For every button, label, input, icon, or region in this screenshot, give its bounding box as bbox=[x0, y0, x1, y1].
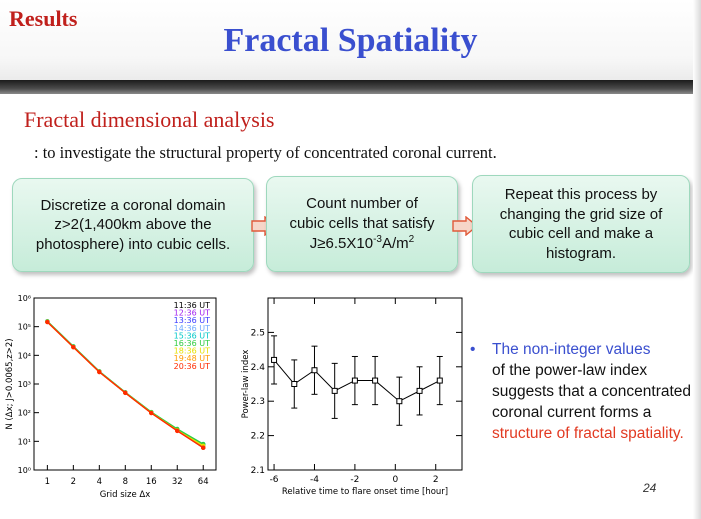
step-1-line-2: z>2(1,400km above the bbox=[54, 216, 212, 234]
legend-entry: 13:36 UT bbox=[174, 316, 210, 325]
data-point bbox=[291, 381, 298, 387]
x-tick-label: 4 bbox=[97, 477, 102, 487]
legend-entry: 15:36 UT bbox=[174, 331, 210, 340]
y-tick-label: 10⁰ bbox=[18, 466, 31, 475]
data-point bbox=[201, 445, 206, 450]
step-1-line-1: Discretize a coronal domain bbox=[40, 196, 226, 214]
y-tick-label: 2.4 bbox=[251, 363, 266, 373]
section-label: Results bbox=[9, 6, 78, 31]
step-box-1: Discretize a coronal domain z>2(1,400km … bbox=[12, 178, 254, 272]
legend-entry: 18:36 UT bbox=[174, 347, 210, 356]
bullet-dot-icon: • bbox=[470, 341, 476, 358]
legend-entry: 16:36 UT bbox=[174, 339, 210, 348]
bullet-text-2: of the power-law index bbox=[492, 362, 648, 379]
x-tick-label: -6 bbox=[270, 475, 279, 485]
y-tick-label: 10² bbox=[18, 409, 31, 418]
x-tick-label: -2 bbox=[350, 475, 359, 485]
step-3-line-2: changing the grid size of bbox=[499, 205, 663, 223]
step-3-line-4: histogram. bbox=[545, 244, 616, 262]
data-point bbox=[396, 398, 403, 405]
y-tick-label: 2.1 bbox=[251, 466, 265, 476]
data-point bbox=[372, 377, 379, 384]
data-point bbox=[351, 377, 358, 384]
y-tick-label: 10⁵ bbox=[18, 323, 31, 332]
x-tick-label: 0 bbox=[392, 475, 398, 485]
data-point bbox=[175, 428, 180, 434]
y-axis-label: N (Δx; J>0.0065,z>2) bbox=[5, 338, 15, 429]
step-3-line-3: cubic cell and make a bbox=[508, 225, 654, 242]
plot-frame bbox=[267, 297, 463, 471]
y-tick-label: 2.2 bbox=[251, 432, 265, 442]
y-tick-label: 10⁴ bbox=[18, 351, 31, 360]
power-law-index-time-chart: -6 -4 -2 0 2 2.1 2.2 2.3 2.4 2.5 Relative time to … bbox=[241, 297, 463, 497]
x-tick-label: 32 bbox=[172, 477, 183, 487]
x-tick-label: 8 bbox=[123, 477, 128, 487]
y-tick-label: 10¹ bbox=[18, 437, 31, 446]
page-number: 24 bbox=[643, 481, 657, 495]
data-point bbox=[311, 367, 318, 374]
data-point bbox=[416, 387, 423, 394]
x-tick-label: 2 bbox=[71, 477, 76, 487]
data-point bbox=[45, 319, 50, 325]
legend-entry: 11:36 UT bbox=[174, 301, 210, 310]
data-point bbox=[436, 377, 443, 384]
header-divider bbox=[0, 80, 701, 94]
data-point bbox=[271, 356, 278, 363]
step-2-formula: J≥6.5X10-3A/m2 bbox=[309, 234, 415, 253]
description: : to investigate the structural property… bbox=[34, 143, 497, 162]
slide-header: Results Fractal Spatiality bbox=[0, 0, 701, 84]
data-point bbox=[149, 410, 154, 416]
x-tick-label: 2 bbox=[433, 475, 439, 485]
step-box-3: Repeat this process by changing the grid… bbox=[472, 175, 690, 273]
x-axis-label: Grid size Δx bbox=[100, 490, 151, 500]
x-tick-label: -4 bbox=[310, 475, 319, 485]
legend-entry: 19:48 UT bbox=[174, 354, 210, 363]
step-box-2: Count number of cubic cells that satisfy… bbox=[266, 176, 458, 272]
bullet-conclusion: structure of fractal spatiality. bbox=[492, 425, 684, 442]
slide-title: Fractal Spatiality bbox=[223, 22, 478, 59]
x-tick-label: 16 bbox=[146, 477, 157, 487]
step-3-line-1: Repeat this process by bbox=[504, 186, 658, 203]
legend-entry: 12:36 UT bbox=[174, 309, 210, 318]
y-tick-label: 2.3 bbox=[251, 397, 265, 407]
power-law-histogram-chart: 1 2 4 8 16 32 64 10⁰ 10¹ 10² 10³ 10⁴ 10⁵ 10⁶ Grid size… bbox=[5, 294, 217, 500]
subtitle: Fractal dimensional analysis bbox=[24, 107, 275, 132]
legend-entry: 20:36 UT bbox=[174, 362, 210, 371]
step-2-line-2: cubic cells that satisfy bbox=[289, 214, 435, 232]
page-edge bbox=[693, 0, 701, 519]
data-point bbox=[71, 344, 76, 350]
step-2-line-1: Count number of bbox=[306, 195, 418, 213]
data-point bbox=[123, 390, 128, 396]
x-tick-label: 1 bbox=[45, 477, 50, 487]
y-tick-label: 10³ bbox=[18, 380, 31, 389]
x-tick-label: 64 bbox=[198, 477, 209, 487]
x-axis-label: Relative time to flare onset time [hour] bbox=[282, 487, 448, 497]
bullet-text-3: suggests that a concentrated bbox=[492, 383, 692, 400]
data-point bbox=[331, 387, 338, 394]
bullet-text-4: coronal current forms a bbox=[492, 404, 652, 421]
y-tick-label: 10⁶ bbox=[18, 294, 31, 303]
step-1-line-3: photosphere) into cubic cells. bbox=[35, 235, 231, 253]
y-axis-label: Power-law index bbox=[241, 350, 251, 419]
legend-entry: 14:36 UT bbox=[174, 324, 210, 333]
y-tick-label: 2.5 bbox=[251, 328, 265, 338]
data-point bbox=[97, 369, 102, 375]
arrow-icon bbox=[452, 216, 478, 236]
bullet-highlight: The non-integer values bbox=[492, 341, 651, 358]
